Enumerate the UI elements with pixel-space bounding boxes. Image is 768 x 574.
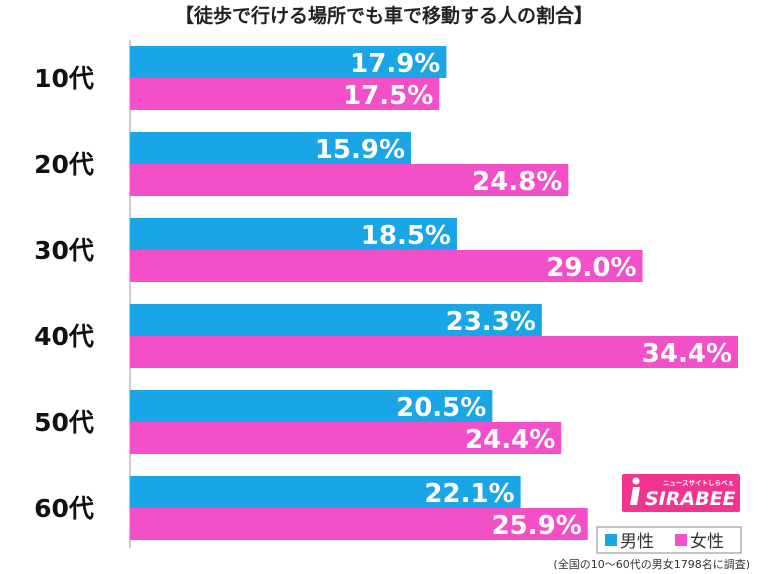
bar-female xyxy=(130,78,440,110)
value-label: 25.9% xyxy=(492,511,582,541)
value-label: 17.9% xyxy=(350,49,440,79)
logo-background xyxy=(622,474,740,512)
bar-female xyxy=(130,422,562,454)
value-label: 23.3% xyxy=(446,307,536,337)
logo-wordmark: SIRABEE xyxy=(645,488,736,510)
logo: ニュースサイトしらべぇ SIRABEE xyxy=(622,474,740,512)
legend-label-male: 男性 xyxy=(620,532,654,552)
bar-female xyxy=(130,250,643,282)
legend-swatch-female xyxy=(675,534,687,546)
value-label: 29.0% xyxy=(546,253,636,283)
category-label: 20代 xyxy=(34,150,94,179)
value-label: 18.5% xyxy=(361,221,451,251)
bar-male xyxy=(130,218,457,250)
chart-title: 【徒歩で行ける場所でも車で移動する人の割合】 xyxy=(175,4,593,27)
bar-male xyxy=(130,46,447,78)
bar-female xyxy=(130,164,569,196)
legend: 男性 女性 xyxy=(596,526,742,554)
category-label: 40代 xyxy=(34,322,94,351)
logo-tagline: ニュースサイトしらべぇ xyxy=(663,479,734,487)
bar-female xyxy=(130,336,738,368)
legend-label-female: 女性 xyxy=(690,532,724,552)
category-label: 10代 xyxy=(34,64,94,93)
category-label: 30代 xyxy=(34,236,94,265)
value-label: 22.1% xyxy=(424,479,514,509)
bar-male xyxy=(130,476,521,508)
legend-box xyxy=(596,526,742,554)
value-label: 24.4% xyxy=(465,425,555,455)
value-label: 24.8% xyxy=(472,167,562,197)
bar-male xyxy=(130,390,493,422)
category-label: 60代 xyxy=(34,494,94,523)
legend-swatch-male xyxy=(605,534,617,546)
category-label: 50代 xyxy=(34,408,94,437)
value-label: 34.4% xyxy=(642,339,732,369)
logo-i-icon xyxy=(630,477,640,505)
value-label: 17.5% xyxy=(343,81,433,111)
footnote: (全国の10〜60代の男女1798名に調査) xyxy=(553,557,750,571)
bars-group: 17.9%17.5% 15.9% 24.8% 18.5% 29.0% 23.3% 34.4%… xyxy=(130,46,738,541)
bar-female xyxy=(130,508,588,540)
value-label: 15.9% xyxy=(315,135,405,165)
bar-male xyxy=(130,304,542,336)
value-label: 20.5% xyxy=(396,393,486,423)
category-labels: 10代 20代 30代 40代 50代 60代 xyxy=(34,64,94,523)
bar-male xyxy=(130,132,412,164)
